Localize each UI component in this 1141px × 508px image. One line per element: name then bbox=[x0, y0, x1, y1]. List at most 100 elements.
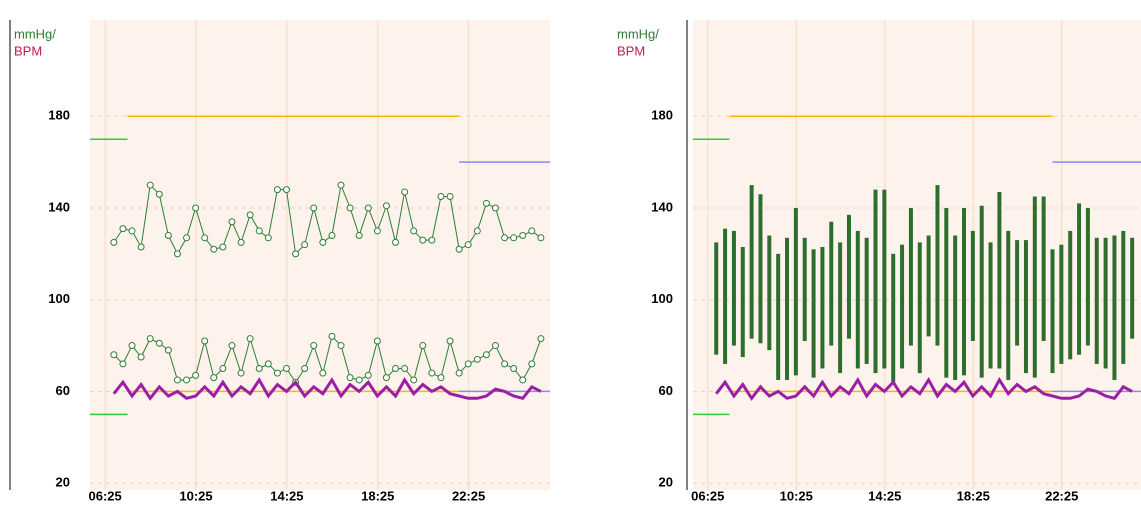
point bbox=[210, 374, 218, 382]
range-bar bbox=[944, 208, 949, 378]
range-bar bbox=[1068, 230, 1073, 360]
range-bar bbox=[758, 194, 763, 344]
point bbox=[401, 364, 409, 372]
point bbox=[382, 202, 390, 210]
point bbox=[510, 364, 518, 372]
range-bar bbox=[749, 185, 754, 339]
range-bar bbox=[714, 242, 719, 355]
x-tick-label: 22:25 bbox=[1045, 488, 1078, 503]
range-bar bbox=[873, 189, 878, 374]
point bbox=[373, 337, 381, 345]
plot-background bbox=[90, 20, 550, 490]
point bbox=[228, 342, 236, 350]
range-bar bbox=[997, 191, 1002, 369]
range-bar bbox=[838, 242, 843, 374]
range-bar bbox=[1050, 249, 1055, 374]
point bbox=[237, 238, 245, 246]
point bbox=[173, 376, 181, 384]
point bbox=[164, 232, 172, 240]
point bbox=[183, 234, 191, 242]
chart: mmHg/BPM 06:25 10:25 14:25 18:25 22:25 20 60 100… bbox=[617, 20, 1141, 503]
range-bar bbox=[785, 237, 790, 380]
point bbox=[482, 199, 490, 207]
point bbox=[137, 243, 145, 251]
plot bbox=[693, 115, 1141, 416]
point bbox=[328, 232, 336, 240]
x-tick-label: 18:25 bbox=[361, 488, 394, 503]
point bbox=[301, 364, 309, 372]
point bbox=[155, 190, 163, 198]
range-bar bbox=[988, 242, 993, 369]
range-bar bbox=[926, 235, 931, 337]
point bbox=[237, 369, 245, 377]
point bbox=[273, 369, 281, 377]
point bbox=[392, 364, 400, 372]
point bbox=[464, 241, 472, 249]
point bbox=[528, 227, 536, 235]
point bbox=[192, 204, 200, 212]
point bbox=[155, 339, 163, 347]
point bbox=[119, 225, 127, 233]
point bbox=[146, 181, 154, 189]
range-bar bbox=[1041, 196, 1046, 341]
point bbox=[392, 238, 400, 246]
point bbox=[346, 204, 354, 212]
range-bar bbox=[864, 237, 869, 364]
range-bar bbox=[882, 189, 887, 369]
point bbox=[455, 369, 463, 377]
point bbox=[491, 342, 499, 350]
point bbox=[282, 364, 290, 372]
y-tick-label: 60 bbox=[56, 383, 70, 398]
range-bar bbox=[970, 230, 975, 341]
point bbox=[364, 371, 372, 379]
range-bar bbox=[1094, 237, 1099, 364]
y-tick-label: 60 bbox=[659, 383, 673, 398]
point bbox=[382, 374, 390, 382]
point bbox=[282, 186, 290, 194]
point bbox=[464, 360, 472, 368]
range-bar bbox=[935, 185, 940, 346]
y-tick-label: 100 bbox=[48, 291, 70, 306]
range-bar bbox=[811, 249, 816, 378]
range-bar bbox=[891, 253, 896, 383]
point bbox=[519, 376, 527, 384]
point bbox=[537, 335, 545, 343]
point bbox=[537, 234, 545, 242]
range-bar bbox=[723, 228, 728, 364]
range-bar bbox=[767, 235, 772, 351]
y-axis-label: BPM bbox=[617, 43, 645, 58]
x-tick-label: 06:25 bbox=[691, 488, 724, 503]
point bbox=[510, 234, 518, 242]
point bbox=[183, 376, 191, 384]
point bbox=[310, 342, 318, 350]
point bbox=[528, 360, 536, 368]
range-bar bbox=[1077, 203, 1082, 355]
x-tick-label: 06:25 bbox=[89, 488, 122, 503]
range-bar bbox=[1032, 196, 1037, 378]
y-axis-label: mmHg/ bbox=[617, 26, 659, 41]
range-bar bbox=[979, 205, 984, 378]
point bbox=[246, 335, 254, 343]
y-tick-label: 180 bbox=[48, 108, 70, 123]
point bbox=[473, 227, 481, 235]
point bbox=[401, 188, 409, 196]
x-tick-label: 18:25 bbox=[957, 488, 990, 503]
point bbox=[437, 193, 445, 201]
x-tick-label: 10:25 bbox=[179, 488, 212, 503]
point bbox=[264, 360, 272, 368]
x-tick-label: 10:25 bbox=[780, 488, 813, 503]
y-axis-label: mmHg/ bbox=[14, 26, 56, 41]
chart: mmHg/BPM 06:25 10:25 14:25 18:25 22:25 20 60 100… bbox=[9, 20, 550, 503]
point bbox=[364, 204, 372, 212]
range-bar bbox=[846, 214, 851, 339]
point bbox=[319, 369, 327, 377]
range-bar bbox=[740, 246, 745, 358]
point bbox=[192, 371, 200, 379]
range-bar bbox=[1006, 230, 1011, 380]
range-bar bbox=[1130, 237, 1135, 339]
point bbox=[201, 337, 209, 345]
point bbox=[419, 236, 427, 244]
range-bar bbox=[1085, 208, 1090, 346]
point bbox=[473, 355, 481, 363]
